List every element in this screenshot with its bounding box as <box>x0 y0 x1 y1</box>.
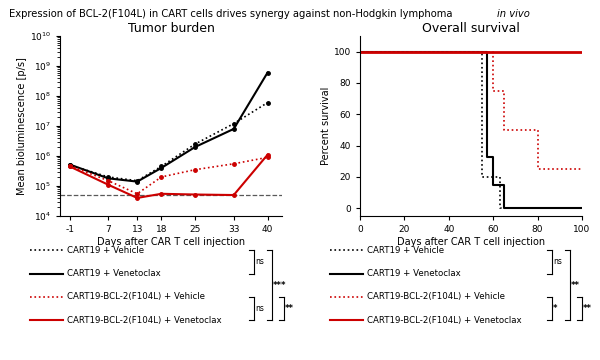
Y-axis label: Percent survival: Percent survival <box>321 87 331 165</box>
Title: Tumor burden: Tumor burden <box>128 22 214 35</box>
Text: **: ** <box>571 281 580 290</box>
Text: ns: ns <box>553 257 562 266</box>
Y-axis label: Mean bioluminescence [p/s]: Mean bioluminescence [p/s] <box>17 57 27 195</box>
Text: ns: ns <box>255 304 264 313</box>
Title: Overall survival: Overall survival <box>422 22 520 35</box>
Text: in vivo: in vivo <box>497 9 530 19</box>
Text: CART19 + Vehicle: CART19 + Vehicle <box>367 246 445 255</box>
Text: **: ** <box>285 304 294 313</box>
X-axis label: Days after CAR T cell injection: Days after CAR T cell injection <box>97 237 245 247</box>
X-axis label: Days after CAR T cell injection: Days after CAR T cell injection <box>397 237 545 247</box>
Text: ***: *** <box>273 281 287 290</box>
Text: ns: ns <box>255 257 264 266</box>
Text: CART19 + Vehicle: CART19 + Vehicle <box>67 246 145 255</box>
Text: CART19-BCL-2(F104L) + Venetoclax: CART19-BCL-2(F104L) + Venetoclax <box>367 316 522 325</box>
Text: CART19 + Venetoclax: CART19 + Venetoclax <box>67 269 161 278</box>
Text: Expression of BCL-2(F104L) in CART cells drives synergy against non-Hodgkin lymp: Expression of BCL-2(F104L) in CART cells… <box>9 9 455 19</box>
Text: CART19-BCL-2(F104L) + Vehicle: CART19-BCL-2(F104L) + Vehicle <box>67 292 205 302</box>
Text: CART19-BCL-2(F104L) + Venetoclax: CART19-BCL-2(F104L) + Venetoclax <box>67 316 222 325</box>
Text: **: ** <box>583 304 592 313</box>
Text: CART19 + Venetoclax: CART19 + Venetoclax <box>367 269 461 278</box>
Text: CART19-BCL-2(F104L) + Vehicle: CART19-BCL-2(F104L) + Vehicle <box>367 292 505 302</box>
Text: *: * <box>553 304 558 313</box>
